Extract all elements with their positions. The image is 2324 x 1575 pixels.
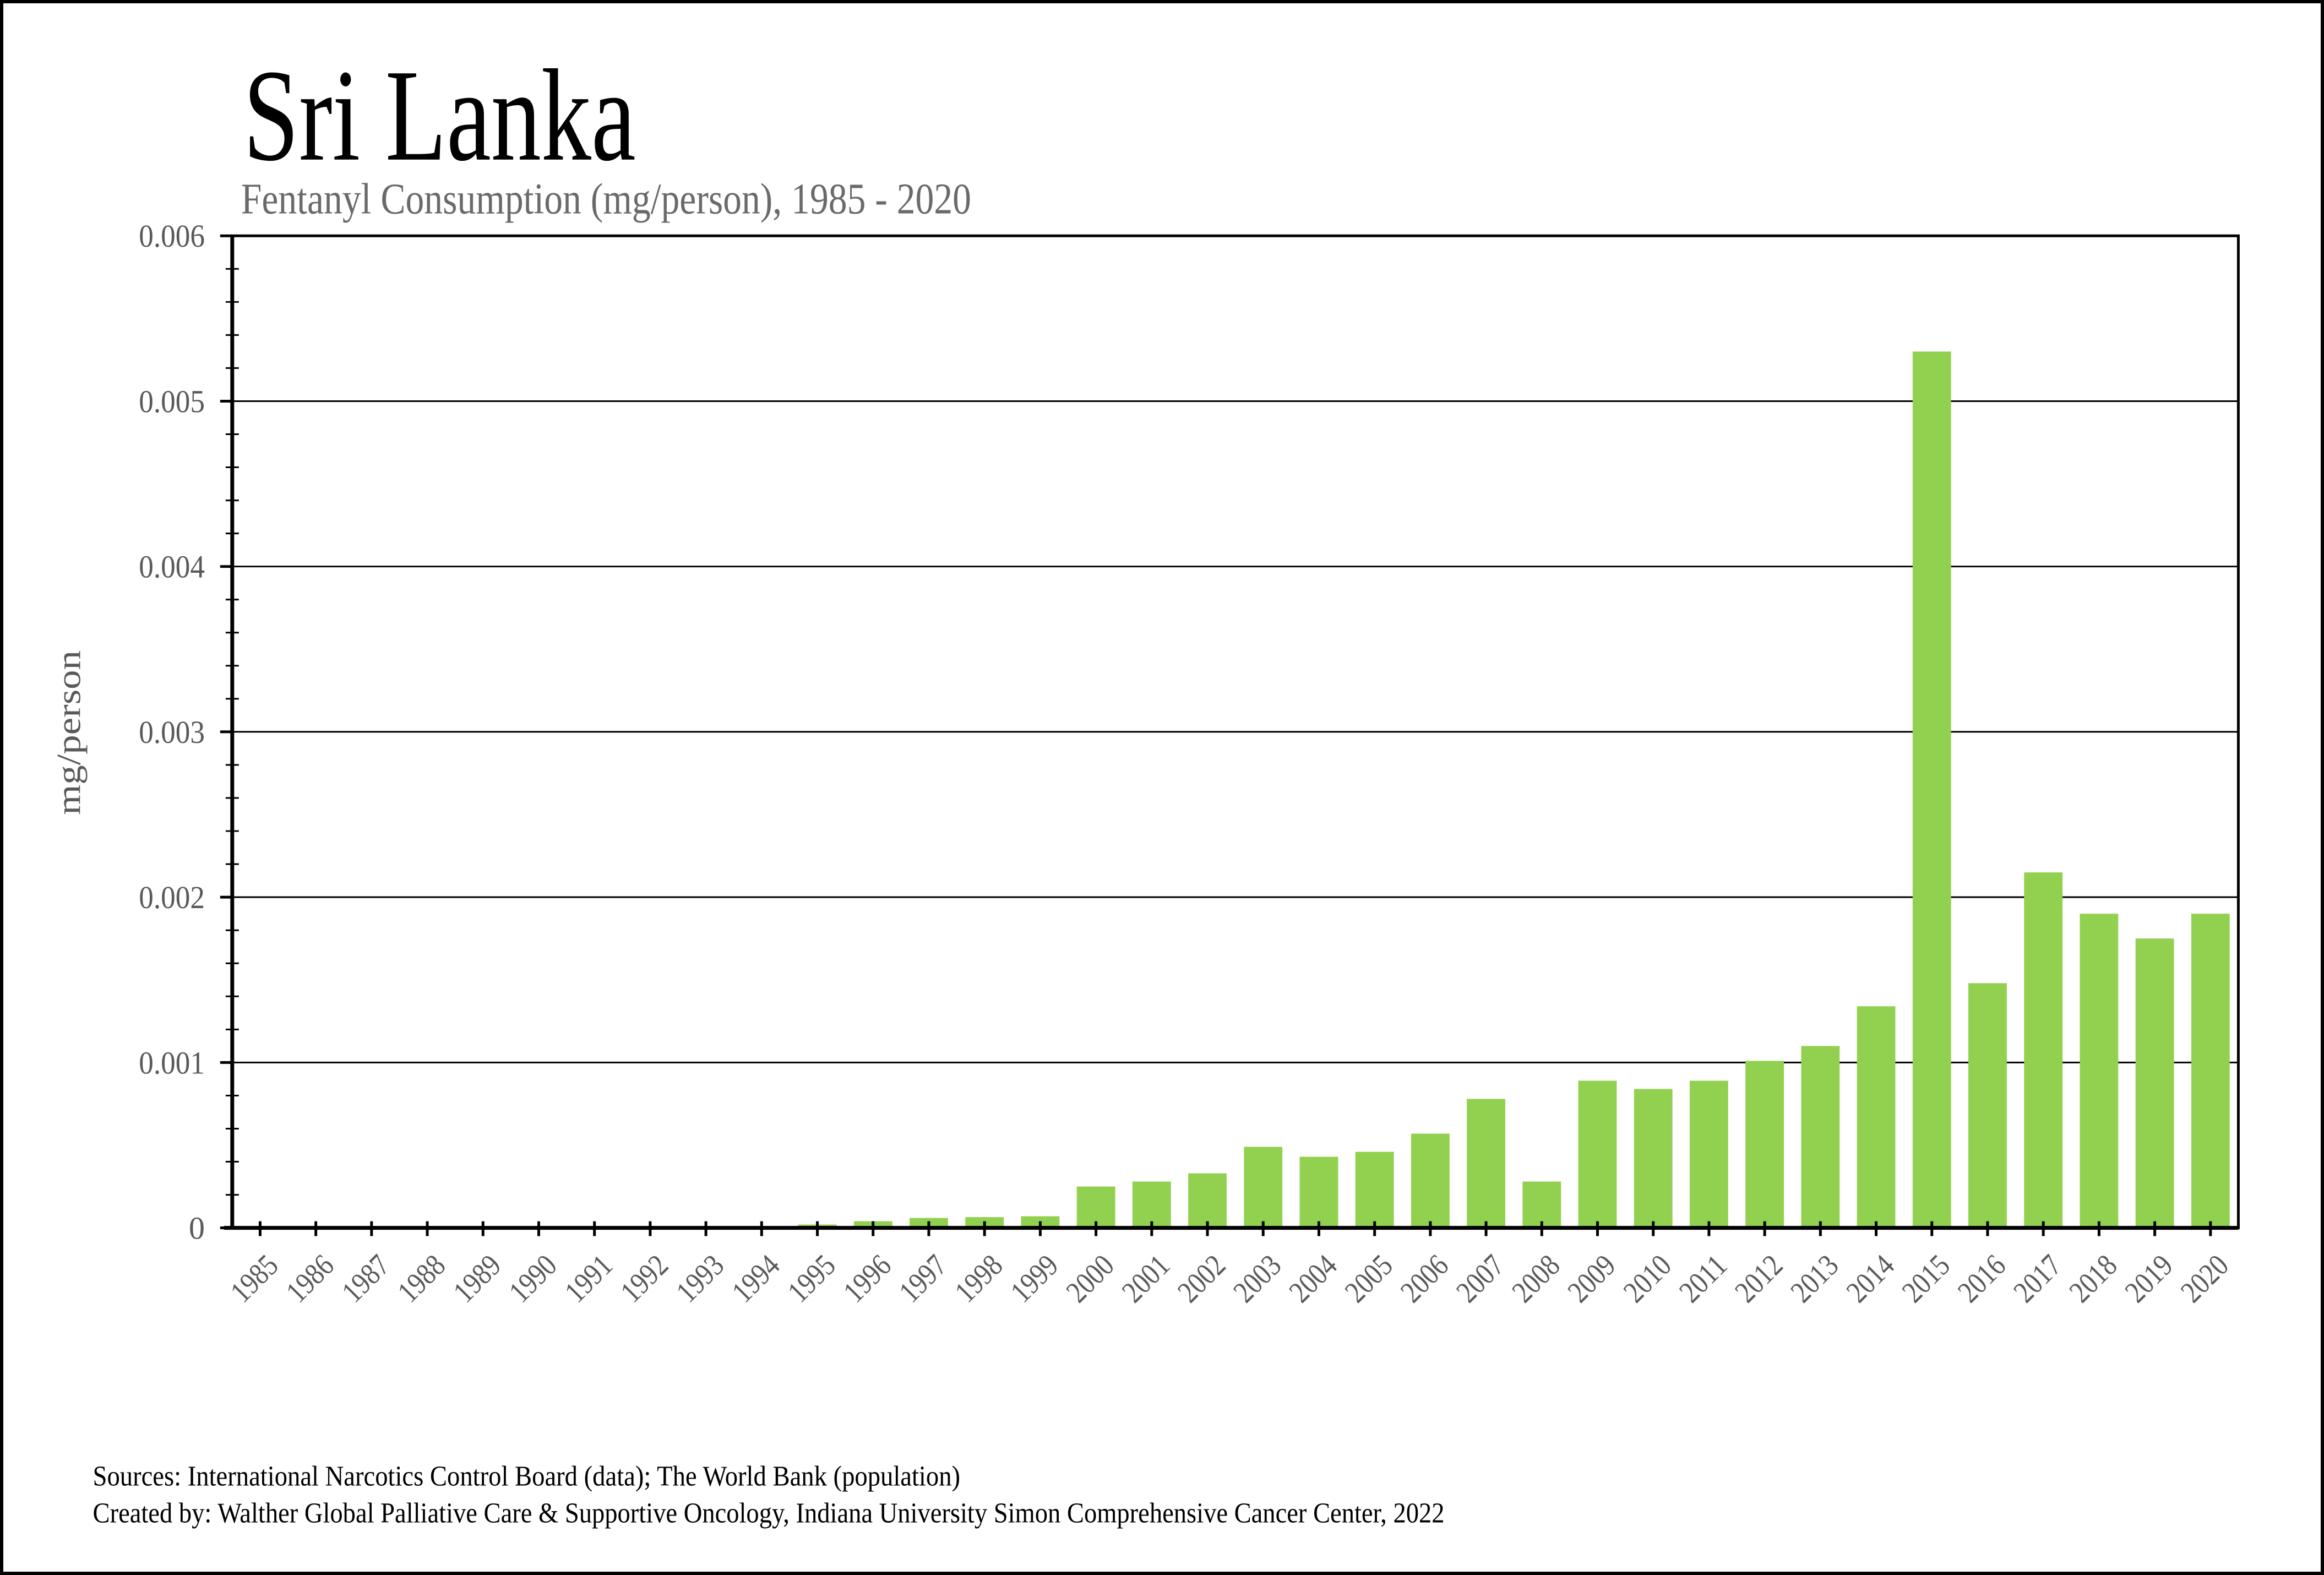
x-axis-label-2005: 2005 [1338, 1248, 1400, 1310]
x-axis-label-1992: 1992 [614, 1248, 675, 1310]
y-axis-label-0.003: 0.003 [139, 715, 205, 750]
x-axis-label-1999: 1999 [1004, 1248, 1065, 1310]
x-axis-label-2017: 2017 [2007, 1248, 2068, 1310]
bar-2002 [1188, 1173, 1227, 1228]
x-axis-label-2004: 2004 [1283, 1248, 1344, 1310]
x-axis-label-2013: 2013 [1784, 1248, 1846, 1310]
y-axis-label-0.006: 0.006 [139, 219, 205, 254]
bar-2017 [2024, 872, 2063, 1228]
y-axis-title: mg/person [51, 650, 88, 815]
x-axis-label-1997: 1997 [892, 1248, 954, 1310]
x-axis-label-1988: 1988 [391, 1248, 452, 1310]
x-axis-label-1998: 1998 [948, 1248, 1009, 1310]
bar-2008 [1522, 1181, 1561, 1228]
sources-line: Sources: International Narcotics Control… [93, 1461, 961, 1492]
bar-2009 [1578, 1080, 1617, 1228]
bar-2003 [1244, 1147, 1283, 1228]
x-axis-label-1989: 1989 [447, 1248, 508, 1310]
y-axis-label-0: 0 [189, 1211, 205, 1246]
bar-2012 [1745, 1061, 1784, 1228]
bar-2020 [2191, 914, 2230, 1228]
x-axis-label-2006: 2006 [1394, 1248, 1455, 1310]
x-axis-label-1990: 1990 [503, 1248, 564, 1310]
x-axis-label-1993: 1993 [670, 1248, 731, 1310]
x-axis-label-2016: 2016 [1951, 1248, 2012, 1310]
x-axis-label-1985: 1985 [224, 1248, 285, 1310]
x-axis-label-2011: 2011 [1673, 1248, 1734, 1310]
bar-2019 [2135, 938, 2174, 1228]
bar-2018 [2080, 914, 2119, 1228]
x-axis-label-2001: 2001 [1115, 1248, 1177, 1310]
created-line: Created by: Walther Global Palliative Ca… [93, 1497, 1445, 1529]
bar-2007 [1467, 1099, 1505, 1228]
x-axis-label-2003: 2003 [1227, 1248, 1288, 1310]
page-subtitle: Fentanyl Consumption (mg/person), 1985 -… [241, 175, 971, 223]
bar-2011 [1690, 1080, 1728, 1228]
page-title: Sri Lanka [243, 42, 636, 188]
x-axis-label-2002: 2002 [1171, 1248, 1232, 1310]
bar-2005 [1355, 1152, 1394, 1228]
x-axis-label-1986: 1986 [280, 1248, 341, 1310]
x-axis-label-1987: 1987 [335, 1248, 396, 1310]
bar-2010 [1634, 1089, 1673, 1228]
bar-2004 [1299, 1156, 1338, 1228]
y-axis-label-0.004: 0.004 [139, 550, 205, 585]
x-axis-label-2014: 2014 [1840, 1248, 1901, 1310]
x-axis-label-2018: 2018 [2063, 1248, 2124, 1310]
y-axis-label-0.002: 0.002 [139, 880, 205, 915]
bar-2006 [1411, 1133, 1450, 1228]
y-axis-label-0.005: 0.005 [139, 384, 205, 419]
bar-2014 [1857, 1006, 1896, 1228]
x-axis-label-2010: 2010 [1617, 1248, 1678, 1310]
x-axis-label-1994: 1994 [726, 1248, 787, 1310]
x-axis-label-2015: 2015 [1896, 1248, 1957, 1310]
x-axis-label-2008: 2008 [1506, 1248, 1567, 1310]
bar-2016 [1968, 983, 2007, 1228]
bar-2000 [1076, 1186, 1115, 1228]
fentanyl-consumption-bar-chart: Sri Lanka Fentanyl Consumption (mg/perso… [51, 42, 2240, 1529]
bar-2015 [1912, 351, 1951, 1228]
x-axis-label-2000: 2000 [1060, 1248, 1121, 1310]
x-axis-label-2019: 2019 [2119, 1248, 2180, 1310]
plot-area: 00.0010.0020.0030.0040.0050.006198519861… [139, 219, 2240, 1310]
y-axis-label-0.001: 0.001 [139, 1045, 205, 1080]
x-axis-label-1991: 1991 [558, 1248, 619, 1310]
x-axis-label-2009: 2009 [1561, 1248, 1623, 1310]
x-axis-label-2012: 2012 [1728, 1248, 1789, 1310]
x-axis-label-2020: 2020 [2174, 1248, 2235, 1310]
x-axis-label-1995: 1995 [781, 1248, 842, 1310]
bar-2013 [1801, 1046, 1840, 1228]
x-axis-label-1996: 1996 [837, 1248, 898, 1310]
x-axis-label-2007: 2007 [1450, 1248, 1511, 1310]
bar-2001 [1132, 1181, 1171, 1228]
